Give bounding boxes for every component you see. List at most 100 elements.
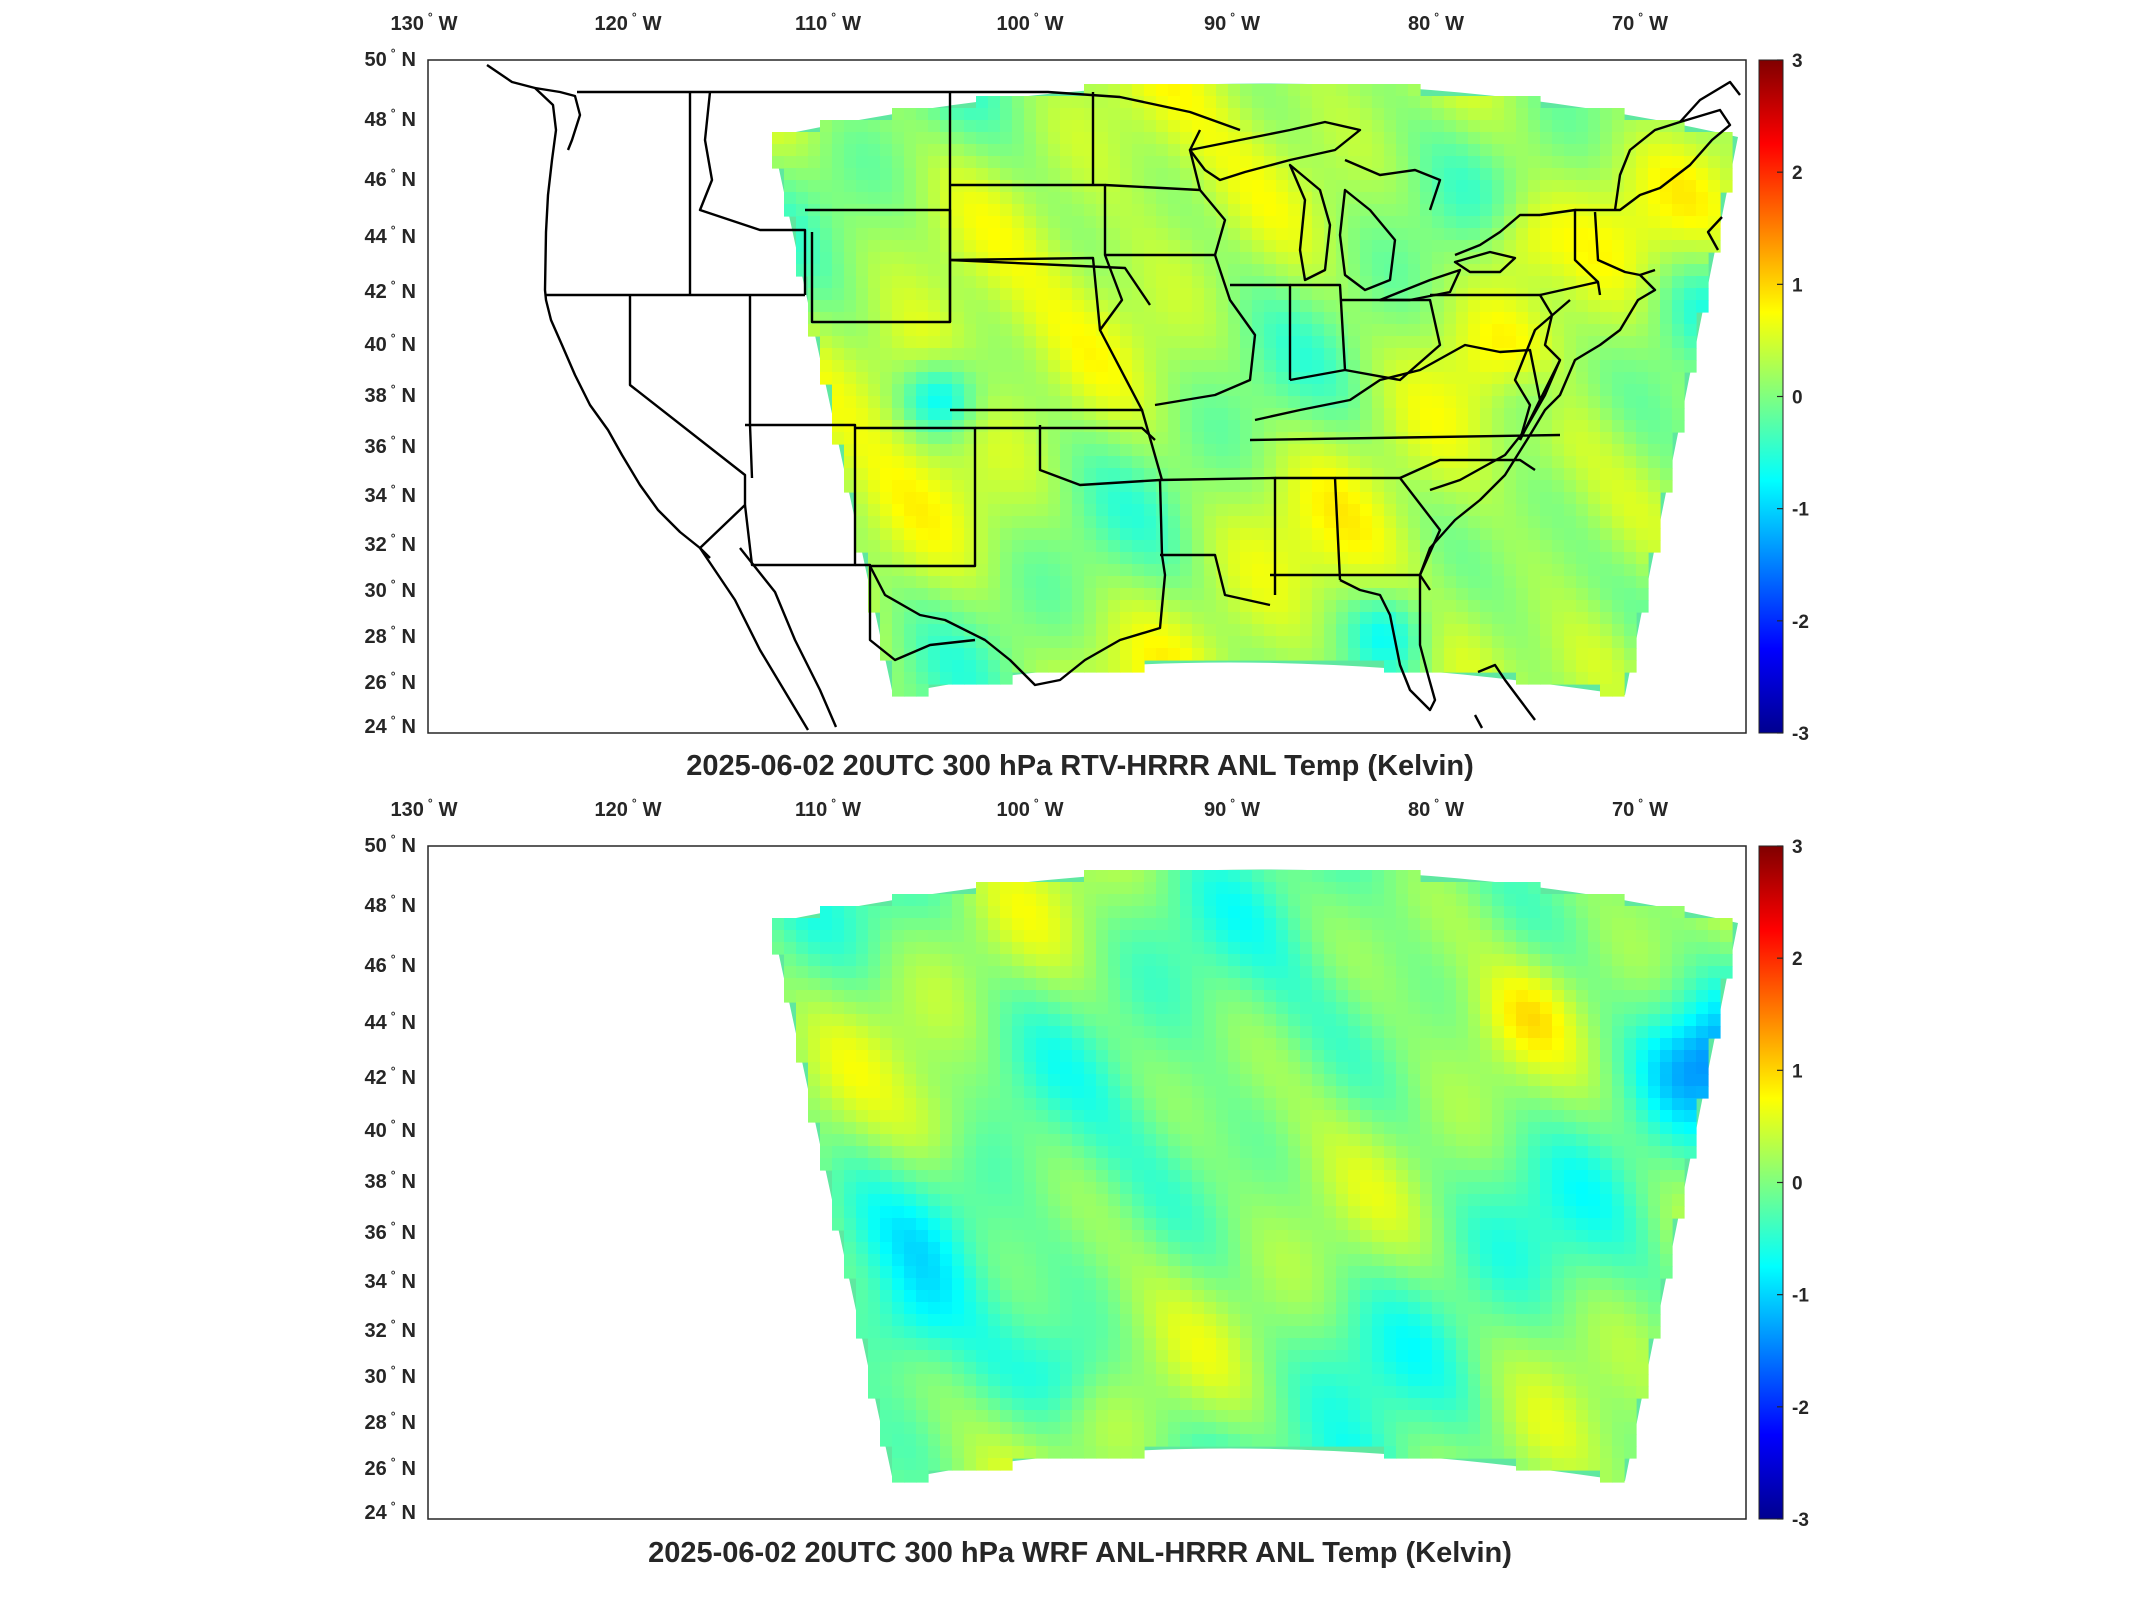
data-cell: [1696, 1074, 1709, 1087]
data-cell: [1168, 456, 1181, 469]
data-cell: [1300, 300, 1313, 313]
data-cell: [916, 336, 929, 349]
data-cell: [1276, 504, 1289, 517]
data-cell: [844, 1086, 857, 1099]
data-cell: [892, 420, 905, 433]
data-cell: [976, 324, 989, 337]
data-cell: [1408, 1002, 1421, 1015]
data-cell: [1252, 648, 1265, 661]
data-cell: [808, 990, 821, 1003]
data-cell: [1516, 156, 1529, 169]
data-cell: [1048, 192, 1061, 205]
data-cell: [1612, 552, 1625, 565]
data-cell: [1084, 204, 1097, 217]
data-cell: [1312, 588, 1325, 601]
data-cell: [1204, 1074, 1217, 1087]
data-cell: [856, 336, 869, 349]
data-cell: [1576, 672, 1589, 685]
data-cell: [1576, 576, 1589, 589]
data-cell: [904, 240, 917, 253]
data-cell: [1324, 918, 1337, 931]
data-cell: [1192, 624, 1205, 637]
data-cell: [1588, 930, 1601, 943]
data-cell: [796, 978, 809, 991]
data-cell: [1456, 1086, 1469, 1099]
data-cell: [1312, 540, 1325, 553]
data-cell: [1096, 84, 1109, 97]
data-cell: [1540, 216, 1553, 229]
data-cell: [1096, 1026, 1109, 1039]
data-cell: [1180, 504, 1193, 517]
data-cell: [1288, 216, 1301, 229]
data-cell: [1564, 624, 1577, 637]
data-cell: [1540, 624, 1553, 637]
data-cell: [1120, 528, 1133, 541]
data-cell: [892, 612, 905, 625]
data-cell: [1348, 348, 1361, 361]
data-cell: [1312, 480, 1325, 493]
data-cell: [832, 1110, 845, 1123]
data-cell: [1324, 336, 1337, 349]
data-cell: [832, 1062, 845, 1075]
data-cell: [868, 396, 881, 409]
data-cell: [1396, 312, 1409, 325]
data-cell: [1084, 894, 1097, 907]
data-cell: [1108, 300, 1121, 313]
data-cell: [952, 1002, 965, 1015]
data-cell: [856, 1086, 869, 1099]
data-cell: [1456, 1110, 1469, 1123]
data-cell: [1684, 954, 1697, 967]
data-cell: [1504, 240, 1517, 253]
data-cell: [1600, 360, 1613, 373]
data-cell: [952, 918, 965, 931]
data-cell: [1324, 420, 1337, 433]
data-cell: [1672, 372, 1685, 385]
data-cell: [1600, 324, 1613, 337]
data-cell: [1408, 588, 1421, 601]
data-cell: [1624, 1062, 1637, 1075]
data-cell: [1492, 324, 1505, 337]
data-cell: [1240, 624, 1253, 637]
data-cell: [1108, 954, 1121, 967]
data-cell: [988, 942, 1001, 955]
data-cell: [1288, 396, 1301, 409]
data-cell: [940, 648, 953, 661]
data-cell: [1672, 990, 1685, 1003]
data-cell: [1444, 468, 1457, 481]
data-cell: [1192, 1074, 1205, 1087]
data-cell: [1396, 96, 1409, 109]
data-cell: [1456, 942, 1469, 955]
data-cell: [796, 156, 809, 169]
data-cell: [1444, 990, 1457, 1003]
data-cell: [1480, 264, 1493, 277]
data-cell: [988, 372, 1001, 385]
data-cell: [1480, 120, 1493, 133]
data-cell: [892, 108, 905, 121]
data-cell: [904, 288, 917, 301]
data-cell: [940, 480, 953, 493]
data-cell: [1204, 1014, 1217, 1027]
data-cell: [796, 252, 809, 265]
map-frame-top: [427, 59, 1747, 734]
data-cell: [1156, 240, 1169, 253]
data-cell: [1612, 672, 1625, 685]
data-cell: [1324, 372, 1337, 385]
data-cell: [1204, 228, 1217, 241]
data-cell: [1432, 504, 1445, 517]
data-cell: [1396, 420, 1409, 433]
data-cell: [1048, 942, 1061, 955]
data-cell: [1444, 444, 1457, 457]
data-cell: [1528, 468, 1541, 481]
data-cell: [904, 528, 917, 541]
data-cell: [1072, 588, 1085, 601]
data-cell: [1660, 216, 1673, 229]
data-cell: [1504, 204, 1517, 217]
data-cell: [1372, 528, 1385, 541]
data-cell: [784, 954, 797, 967]
data-cell: [904, 990, 917, 1003]
data-cell: [1372, 552, 1385, 565]
data-cell: [1120, 216, 1133, 229]
data-cell: [880, 492, 893, 505]
data-cell: [1012, 444, 1025, 457]
data-cell: [1384, 396, 1397, 409]
